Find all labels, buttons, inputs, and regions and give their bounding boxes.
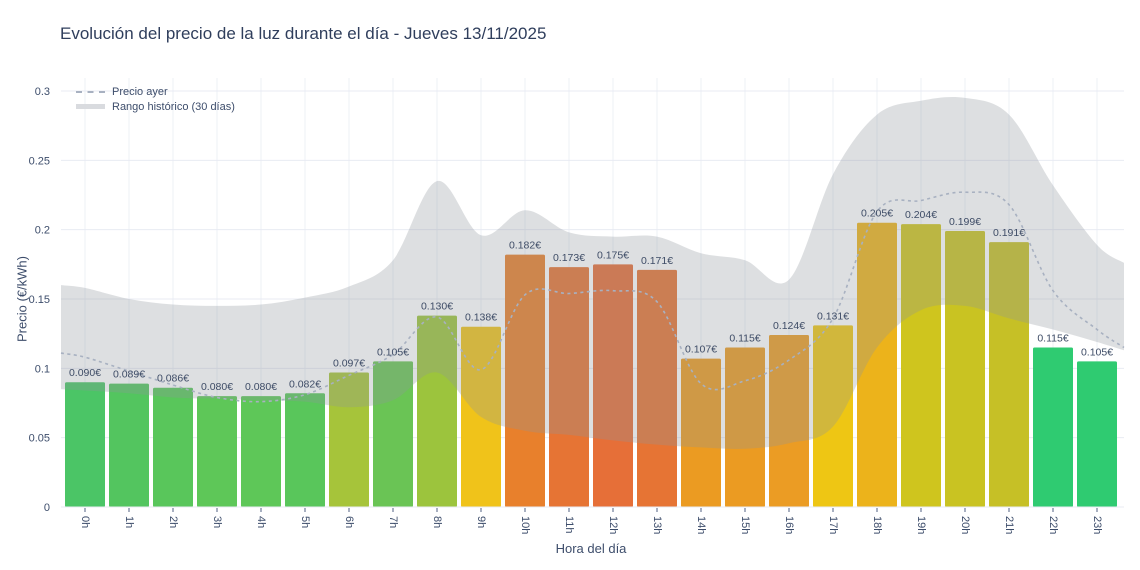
price-bar-22h[interactable] (1033, 347, 1073, 507)
y-tick-label: 0.15 (29, 294, 50, 306)
chart-title: Evolución del precio de la luz durante e… (60, 24, 547, 43)
price-bar-17h[interactable] (813, 325, 853, 507)
bar-value-label-21h: 0.191€ (993, 227, 1025, 239)
bar-value-label-8h: 0.130€ (421, 301, 453, 313)
bar-value-label-10h: 0.182€ (509, 240, 541, 252)
x-tick-label-13h: 13h (651, 516, 663, 534)
bar-value-label-23h: 0.105€ (1081, 346, 1113, 358)
x-tick-label-19h: 19h (915, 516, 927, 534)
bar-value-label-14h: 0.107€ (685, 344, 717, 356)
price-bar-2h[interactable] (153, 387, 193, 507)
price-bar-12h[interactable] (593, 264, 633, 507)
price-bar-9h[interactable] (461, 326, 501, 507)
price-bar-8h[interactable] (417, 315, 457, 507)
legend-item-precio-ayer[interactable]: Precio ayer (76, 84, 235, 99)
price-bar-19h[interactable] (901, 224, 941, 507)
bar-value-label-22h: 0.115€ (1037, 333, 1068, 345)
band-swatch-icon (76, 104, 105, 109)
bar-value-label-2h: 0.086€ (157, 373, 189, 385)
price-bar-6h[interactable] (329, 372, 369, 507)
bar-value-label-7h: 0.105€ (377, 346, 409, 358)
x-tick-label-10h: 10h (519, 516, 531, 534)
x-tick-label-8h: 8h (431, 516, 443, 528)
x-axis-title: Hora del día (555, 541, 627, 556)
y-tick-label: 0.3 (35, 86, 50, 98)
x-tick-label-15h: 15h (739, 516, 751, 534)
price-bar-14h[interactable] (681, 358, 721, 507)
x-tick-label-12h: 12h (607, 516, 619, 534)
bar-value-label-4h: 0.080€ (245, 381, 277, 393)
price-bar-4h[interactable] (241, 396, 281, 507)
x-tick-label-21h: 21h (1003, 516, 1015, 534)
x-tick-label-14h: 14h (695, 516, 707, 534)
price-bar-20h[interactable] (945, 231, 985, 507)
bar-value-label-13h: 0.171€ (641, 255, 673, 267)
price-bar-23h[interactable] (1077, 361, 1117, 507)
x-tick-label-20h: 20h (959, 516, 971, 534)
legend: Precio ayer Rango histórico (30 días) (76, 84, 235, 114)
price-bar-7h[interactable] (373, 361, 413, 507)
legend-label: Rango histórico (30 días) (112, 100, 235, 113)
bar-value-label-12h: 0.175€ (597, 249, 629, 261)
bar-value-label-11h: 0.173€ (553, 252, 585, 264)
y-tick-label: 0.1 (35, 363, 50, 375)
yesterday-price-line (60, 191, 1125, 403)
price-bar-13h[interactable] (637, 269, 677, 507)
price-bar-10h[interactable] (505, 254, 545, 507)
bar-value-label-20h: 0.199€ (949, 216, 981, 228)
bar-value-label-6h: 0.097€ (333, 357, 365, 369)
y-tick-label: 0.25 (29, 155, 50, 167)
y-tick-label: 0.2 (35, 225, 50, 237)
x-tick-label-6h: 6h (343, 516, 355, 528)
x-tick-label-4h: 4h (255, 516, 267, 528)
bar-value-label-0h: 0.090€ (69, 367, 101, 379)
y-tick-label: 0 (44, 502, 50, 514)
price-bar-16h[interactable] (769, 335, 809, 507)
bar-value-label-17h: 0.131€ (817, 310, 849, 322)
x-tick-label-22h: 22h (1047, 516, 1059, 534)
price-bar-21h[interactable] (989, 242, 1029, 507)
x-tick-label-9h: 9h (475, 516, 487, 528)
price-bar-3h[interactable] (197, 396, 237, 507)
bar-value-label-19h: 0.204€ (905, 209, 937, 221)
bar-value-label-9h: 0.138€ (465, 312, 497, 324)
price-bar-1h[interactable] (109, 383, 149, 507)
price-bar-0h[interactable] (65, 382, 105, 507)
x-tick-label-23h: 23h (1091, 516, 1103, 534)
y-axis-title: Precio (€/kWh) (14, 256, 30, 342)
bar-value-label-5h: 0.082€ (289, 378, 321, 390)
price-bar-5h[interactable] (285, 393, 325, 507)
bar-value-label-1h: 0.089€ (113, 369, 145, 381)
x-tick-label-2h: 2h (167, 516, 179, 528)
x-tick-label-0h: 0h (79, 516, 91, 528)
price-bar-15h[interactable] (725, 347, 765, 507)
price-bar-18h[interactable] (857, 222, 897, 507)
x-tick-label-16h: 16h (783, 516, 795, 534)
x-tick-label-5h: 5h (299, 516, 311, 528)
x-tick-label-18h: 18h (871, 516, 883, 534)
bar-value-label-3h: 0.080€ (201, 381, 233, 393)
x-tick-label-1h: 1h (123, 516, 135, 528)
x-tick-label-7h: 7h (387, 516, 399, 528)
legend-label: Precio ayer (112, 85, 168, 98)
x-tick-label-3h: 3h (211, 516, 223, 528)
legend-item-rango-historico[interactable]: Rango histórico (30 días) (76, 99, 235, 114)
x-tick-label-17h: 17h (827, 516, 839, 534)
x-tick-label-11h: 11h (563, 516, 575, 534)
dashed-line-swatch-icon (76, 90, 105, 93)
bar-value-label-16h: 0.124€ (773, 320, 805, 332)
y-tick-label: 0.05 (29, 433, 50, 445)
bar-value-label-15h: 0.115€ (729, 333, 760, 345)
historical-range-band (61, 96, 1124, 449)
bar-value-label-18h: 0.205€ (861, 208, 893, 220)
price-bar-11h[interactable] (549, 267, 589, 507)
